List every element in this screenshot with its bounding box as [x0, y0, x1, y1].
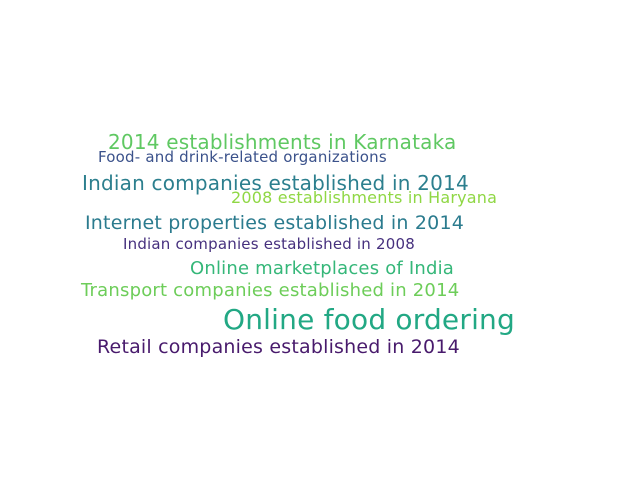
word-internet-properties-established-in-2014: Internet properties established in 2014 — [85, 212, 465, 234]
word-online-marketplaces-of-india: Online marketplaces of India — [190, 258, 455, 279]
word-transport-companies-established-in-2014: Transport companies established in 2014 — [81, 280, 460, 301]
word-2014-establishments-in-karnataka: 2014 establishments in Karnataka — [108, 130, 457, 154]
word-2008-establishments-in-haryana: 2008 establishments in Haryana — [231, 188, 498, 207]
word-retail-companies-established-in-2014: Retail companies established in 2014 — [97, 336, 460, 358]
word-food-and-drink-related-organizations: Food- and drink-related organizations — [98, 148, 387, 166]
word-online-food-ordering: Online food ordering — [223, 303, 515, 336]
word-indian-companies-established-in-2008: Indian companies established in 2008 — [123, 235, 415, 253]
word-indian-companies-established-in-2014: Indian companies established in 2014 — [82, 171, 469, 195]
